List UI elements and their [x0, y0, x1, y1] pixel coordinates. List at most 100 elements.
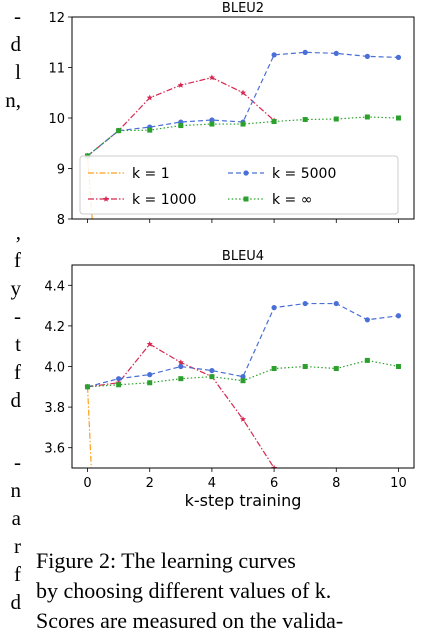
- paper-text-fragment: n,: [5, 88, 21, 112]
- data-point: [395, 364, 401, 369]
- y-tick-label: 4.2: [44, 320, 65, 335]
- x-tick-label: 10: [390, 476, 407, 491]
- y-tick-label: 12: [48, 11, 65, 26]
- series-star: [84, 340, 278, 468]
- data-point: [177, 81, 184, 88]
- series-circle: [84, 49, 402, 159]
- paper-text-fragment: f: [14, 248, 21, 272]
- data-point: [333, 366, 339, 372]
- series-star: [84, 74, 278, 159]
- plot-area: [84, 300, 402, 468]
- data-point: [147, 380, 153, 386]
- data-point: [243, 196, 249, 202]
- data-point: [395, 313, 402, 319]
- data-point: [364, 317, 370, 323]
- legend-label: k = ∞: [272, 192, 312, 208]
- data-point: [240, 121, 246, 127]
- data-point: [116, 128, 122, 134]
- series-none: [86, 386, 92, 468]
- paper-text-fragment: d: [10, 590, 22, 614]
- data-point: [102, 195, 110, 202]
- paper-text-fragment: -: [14, 450, 21, 474]
- data-point: [302, 117, 308, 123]
- data-point: [85, 384, 91, 390]
- data-point: [178, 363, 184, 370]
- x-tick-label: 8: [332, 476, 340, 491]
- plot-frame: [71, 264, 415, 469]
- paper-text-fragment: d: [10, 32, 22, 56]
- plot-frame: [71, 16, 415, 220]
- data-point: [240, 378, 246, 384]
- paper-text-fragment: n: [10, 478, 22, 502]
- data-point: [116, 376, 122, 382]
- data-point: [302, 300, 308, 307]
- series-line: [86, 386, 92, 468]
- data-point: [209, 117, 215, 123]
- x-tick-label: 0: [83, 476, 91, 491]
- data-point: [364, 357, 370, 363]
- caption-line: by choosing different values of k.: [36, 578, 332, 603]
- y-tick-label: 3.6: [44, 442, 65, 457]
- y-tick-label: 4.0: [44, 361, 65, 376]
- legend-frame: [79, 155, 399, 215]
- data-point: [240, 374, 246, 380]
- caption-line: Figure 2: The learning curves: [36, 548, 296, 573]
- data-point: [271, 464, 278, 468]
- y-tick-label: 8: [57, 213, 65, 228]
- series-square: [85, 357, 401, 390]
- x-axis-label: k-step training: [185, 491, 302, 510]
- data-point: [395, 115, 401, 121]
- bleu4-chart: BLEU4 3.6 3.8 4.0 4.2 4.4 0 2 4 6 8 10 k-step traini…: [44, 249, 415, 510]
- legend-label: k = 5000: [272, 166, 336, 182]
- paper-text-fragment: y: [10, 276, 22, 300]
- paper-text-fragment: f: [14, 562, 21, 586]
- caption-line: Scores are measured on the valida-: [36, 608, 344, 633]
- data-point: [271, 119, 277, 125]
- data-point: [333, 300, 339, 307]
- data-point: [116, 382, 122, 388]
- data-point: [243, 170, 249, 176]
- chart-title: BLEU4: [222, 249, 264, 264]
- data-point: [208, 74, 215, 81]
- data-point: [178, 123, 184, 129]
- data-point: [147, 372, 153, 378]
- series-line: [87, 302, 399, 388]
- data-point: [209, 367, 215, 374]
- series-circle: [84, 300, 402, 390]
- y-tick-label: 4.4: [44, 279, 65, 294]
- legend-label: k = 1000: [132, 192, 196, 208]
- paper-text-fragment: t: [15, 332, 21, 356]
- bleu2-chart: BLEU2 8 9 10 11 12 k = 1 k = 1000 k = 5000 k = ∞: [48, 1, 415, 228]
- paper-text-fragment: l: [15, 60, 21, 84]
- paper-text-fragment: -: [14, 304, 21, 328]
- legend-label: k = 1: [132, 166, 170, 182]
- paper-text-fragment: f: [14, 360, 21, 384]
- data-point: [209, 374, 215, 380]
- data-point: [178, 376, 184, 382]
- data-point: [239, 416, 247, 422]
- data-point: [271, 366, 277, 372]
- data-point: [364, 114, 370, 120]
- x-tick-label: 6: [270, 476, 278, 491]
- paper-text-fragment: ,: [15, 220, 21, 244]
- data-point: [146, 340, 153, 347]
- data-point: [271, 305, 277, 311]
- x-tick-label: 2: [146, 476, 154, 491]
- data-point: [395, 54, 402, 61]
- data-point: [364, 53, 370, 59]
- x-tick-label: 4: [208, 476, 216, 491]
- paper-text-fragment: -: [14, 4, 21, 28]
- y-tick-label: 9: [57, 163, 65, 178]
- paper-text-fragment: a: [11, 506, 21, 530]
- legend: k = 1 k = 1000 k = 5000 k = ∞: [79, 155, 399, 215]
- y-tick-label: 3.8: [44, 401, 65, 416]
- data-point: [239, 89, 247, 96]
- data-point: [209, 121, 215, 127]
- left-column-text: - d l n,, f y - t f d - n a r f d: [0, 0, 24, 628]
- data-point: [333, 50, 339, 56]
- paper-text-fragment: r: [14, 534, 21, 558]
- data-point: [271, 52, 277, 58]
- data-point: [146, 94, 153, 101]
- data-point: [302, 49, 308, 55]
